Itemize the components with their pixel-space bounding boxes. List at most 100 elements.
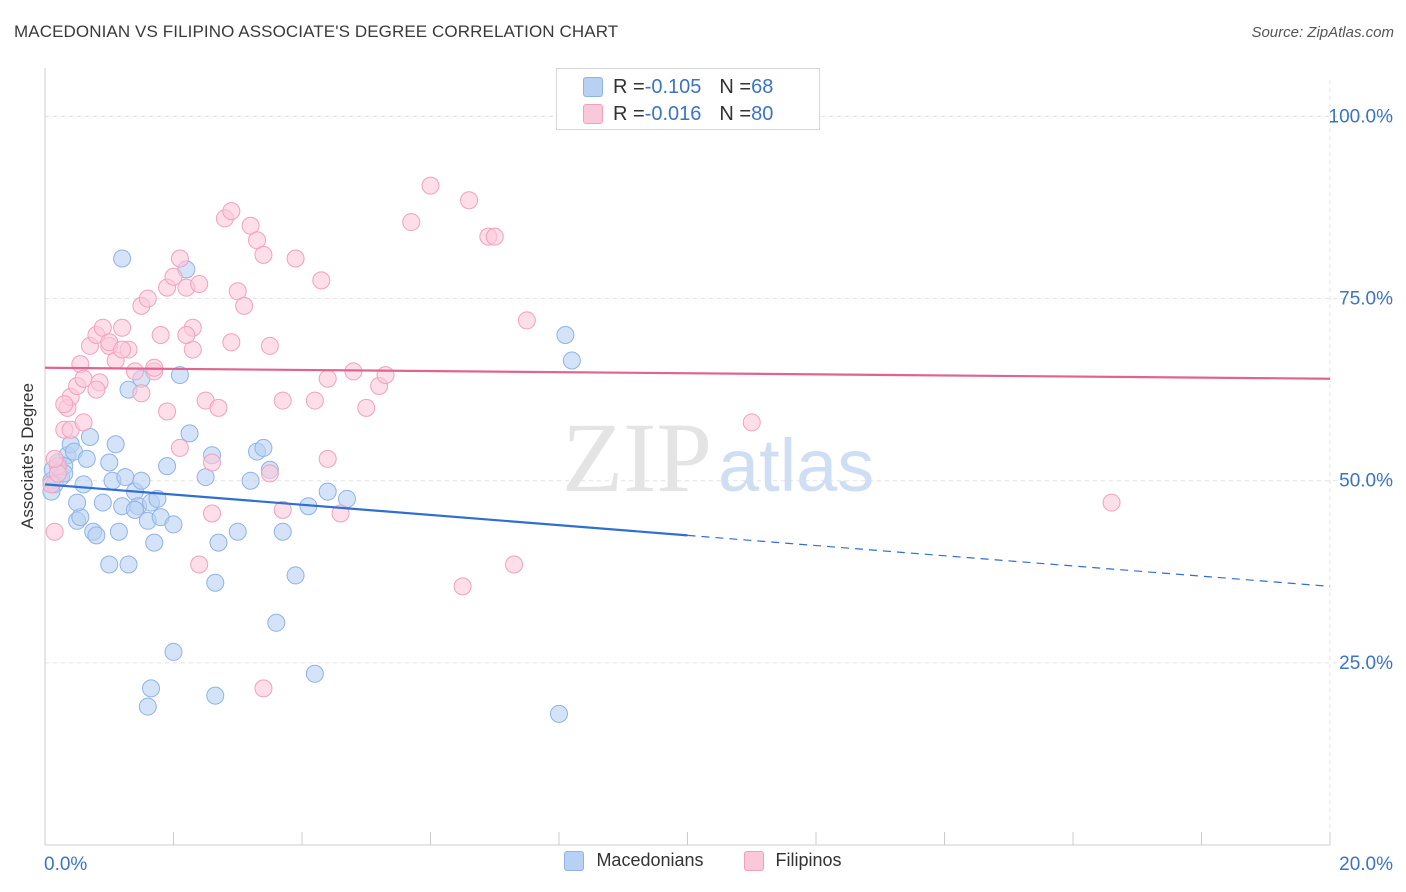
- watermark: ZIP atlas: [562, 402, 874, 513]
- filipinos-point: [357, 398, 376, 417]
- fil-r-label: R =: [613, 102, 645, 125]
- filipinos-point: [203, 453, 222, 472]
- filipinos-point: [170, 249, 189, 268]
- source-note: Source: ZipAtlas.com: [1251, 24, 1394, 41]
- y-tick-label: 50.0%: [1339, 471, 1393, 492]
- x-tick-label-min: 0.0%: [44, 854, 87, 875]
- macedonians-point: [142, 679, 161, 698]
- macedonians-point: [164, 642, 183, 661]
- stats-row-filipinos: R = -0.016 N = 80: [583, 102, 773, 126]
- filipinos-point: [190, 555, 209, 574]
- y-tick-label: 75.0%: [1339, 289, 1393, 310]
- macedonians-point: [145, 533, 164, 552]
- filipinos-point: [273, 500, 292, 519]
- fil-n-label: N =: [719, 102, 752, 125]
- filipinos-point: [235, 296, 254, 315]
- macedonians-point: [138, 697, 157, 716]
- filipinos-point: [222, 333, 241, 352]
- macedonians-point: [125, 500, 144, 519]
- y-tick-label: 100.0%: [1329, 106, 1394, 127]
- macedonians-point: [286, 566, 305, 585]
- filipinos-point: [286, 249, 305, 268]
- filipinos-point: [273, 391, 292, 410]
- filipinos-point: [45, 449, 64, 468]
- macedonians-point: [273, 522, 292, 541]
- legend-item-filipinos[interactable]: Filipinos: [743, 850, 842, 871]
- macedonians-point: [100, 453, 119, 472]
- macedonians-point: [556, 326, 575, 344]
- macedonians-trend-extension: [687, 534, 1331, 587]
- fil-r-value: -0.016: [644, 102, 702, 125]
- filipinos-point: [1102, 493, 1121, 512]
- stats-legend: R = -0.105 N = 68 R = -0.016 N = 80: [556, 68, 820, 130]
- filipinos-point: [505, 555, 524, 574]
- filipinos-point: [170, 438, 189, 457]
- mac-r-label: R =: [613, 75, 645, 98]
- filipinos-point: [87, 380, 106, 399]
- macedonians-point: [206, 573, 225, 592]
- macedonians-point: [93, 493, 112, 512]
- mac-n-value: 68: [751, 75, 774, 98]
- filipinos-legend-swatch: [743, 850, 764, 871]
- macedonians-legend-swatch: [564, 850, 585, 871]
- macedonians-point: [254, 438, 273, 457]
- axes: [44, 68, 1331, 846]
- macedonians-point: [74, 475, 93, 494]
- filipinos-trend-line: [44, 366, 1331, 380]
- macedonians-point: [77, 449, 96, 468]
- filipinos-point: [71, 355, 90, 374]
- macedonians-point: [106, 435, 125, 454]
- filipinos-point: [190, 275, 209, 293]
- trend-lines: [44, 366, 1331, 587]
- macedonians-point: [68, 493, 87, 512]
- macedonians-point: [71, 508, 90, 527]
- macedonians-trend-line: [44, 483, 688, 537]
- chart-title: MACEDONIAN VS FILIPINO ASSOCIATE'S DEGRE…: [14, 22, 619, 41]
- macedonians-point: [113, 249, 132, 268]
- filipinos-point: [742, 413, 761, 432]
- macedonians-point: [170, 366, 189, 385]
- macedonians-point: [241, 471, 260, 490]
- filipinos-point: [209, 398, 228, 417]
- filipinos-point: [164, 267, 183, 286]
- filipinos-point: [376, 366, 395, 385]
- y-axis-label: Associate's Degree: [18, 383, 37, 529]
- macedonians-point: [206, 686, 225, 705]
- macedonians-swatch: [583, 77, 603, 97]
- macedonians-point: [209, 533, 228, 552]
- macedonians-point: [100, 555, 119, 574]
- filipinos-point: [113, 340, 132, 359]
- filipinos-point: [318, 369, 337, 388]
- macedonians-point: [180, 424, 199, 443]
- filipinos-point: [158, 402, 177, 421]
- x-tick-label-max: 20.0%: [1339, 854, 1393, 875]
- filipinos-point: [260, 464, 279, 483]
- mac-r-value: -0.105: [644, 75, 702, 98]
- macedonians-point: [228, 522, 247, 541]
- legend-label-macedonians: Macedonians: [596, 850, 704, 870]
- filipinos-swatch: [583, 104, 603, 124]
- filipinos-point: [260, 336, 279, 355]
- filipinos-point: [74, 413, 93, 432]
- filipinos-point: [305, 391, 324, 410]
- filipinos-point: [254, 245, 273, 264]
- filipinos-point: [222, 202, 241, 221]
- legend-label-filipinos: Filipinos: [775, 850, 842, 870]
- macedonians-point: [109, 522, 128, 541]
- legend-item-macedonians[interactable]: Macedonians: [564, 850, 704, 871]
- macedonians-point: [267, 613, 286, 632]
- filipinos-point: [55, 395, 74, 414]
- filipinos-point: [48, 464, 67, 483]
- macedonians-point: [87, 526, 106, 545]
- filipinos-point: [485, 227, 504, 246]
- series-legend: Macedonians Filipinos: [0, 850, 1406, 871]
- filipinos-point: [453, 577, 472, 596]
- tick-labels: 25.0% 50.0% 75.0% 100.0% 0.0% 20.0%: [44, 106, 1393, 875]
- filipinos-point: [517, 311, 536, 330]
- filipinos-point: [460, 191, 479, 210]
- mac-n-label: N =: [719, 75, 752, 98]
- filipinos-point: [177, 326, 196, 344]
- macedonians-point: [318, 482, 337, 501]
- watermark-zip: ZIP: [562, 402, 712, 513]
